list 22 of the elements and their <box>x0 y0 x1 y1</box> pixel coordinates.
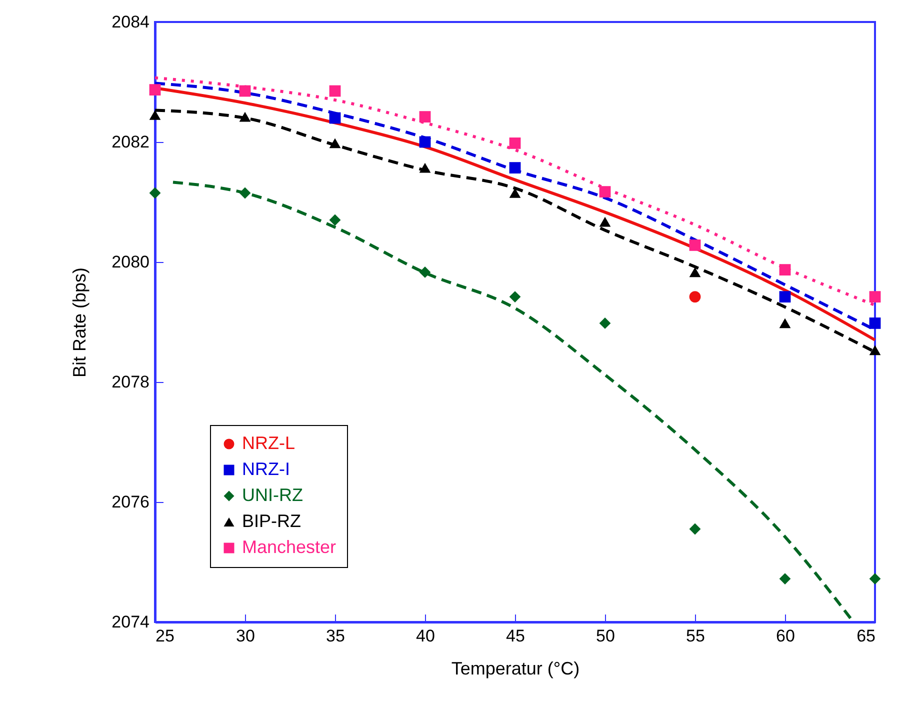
legend-label: NRZ-I <box>242 459 290 479</box>
x-tick-label: 60 <box>776 626 795 646</box>
x-tick-label: 65 <box>856 626 876 646</box>
y-axis-title: Bit Rate (bps) <box>70 267 90 378</box>
y-tick-label: 2074 <box>112 612 150 632</box>
x-axis-title: Temperatur (°C) <box>451 658 580 678</box>
legend-label: NRZ-L <box>242 433 295 453</box>
x-tick-label: 25 <box>156 626 174 646</box>
legend-label: BIP-RZ <box>242 511 302 531</box>
x-tick-label: 50 <box>596 626 615 646</box>
x-tick-label: 30 <box>236 626 255 646</box>
x-tick-label: 40 <box>416 626 435 646</box>
x-tick-label: 35 <box>326 626 345 646</box>
x-tick-label: 55 <box>686 626 705 646</box>
y-tick-label: 2084 <box>112 12 150 32</box>
y-tick-label: 2082 <box>112 132 150 152</box>
y-tick-label: 2078 <box>112 372 150 392</box>
x-tick-label: 45 <box>506 626 525 646</box>
y-tick-label: 2080 <box>112 252 150 272</box>
legend-label: UNI-RZ <box>242 485 303 505</box>
y-tick-label: 2076 <box>112 492 150 512</box>
legend-label: Manchester <box>242 537 336 557</box>
